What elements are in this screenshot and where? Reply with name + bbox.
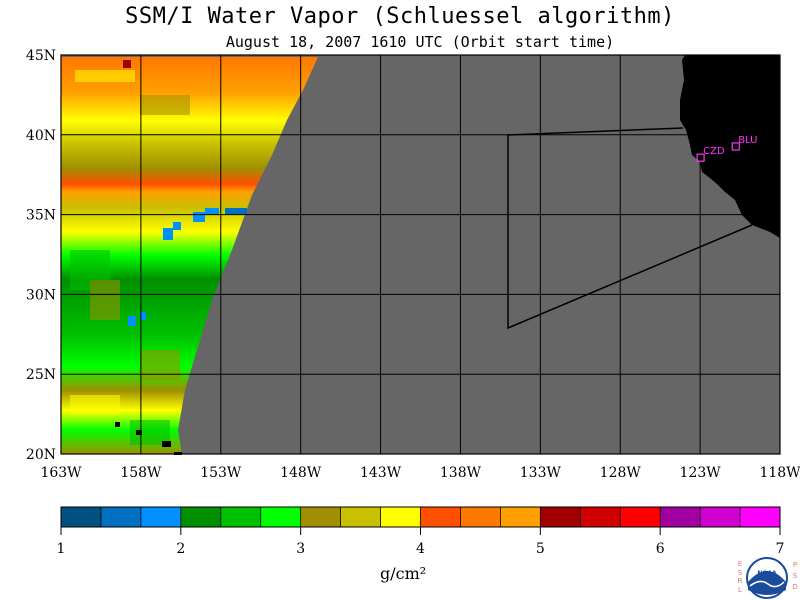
- colorbar-swatch: [380, 507, 421, 527]
- colorbar-swatch: [660, 507, 701, 527]
- lon-label: 148W: [280, 465, 322, 481]
- lon-label: 123W: [680, 465, 722, 481]
- colorbar-units: g/cm²: [380, 564, 427, 583]
- colorbar-swatch: [300, 507, 341, 527]
- colorbar-swatch: [340, 507, 381, 527]
- noaa-logo: NOAA: [746, 557, 788, 599]
- lat-label: 40N: [26, 128, 56, 144]
- colorbar-tick-label: 6: [656, 541, 665, 557]
- lat-label: 25N: [26, 367, 56, 383]
- lon-label: 158W: [120, 465, 162, 481]
- colorbar-swatch: [620, 507, 661, 527]
- lat-label: 30N: [26, 287, 56, 303]
- lon-label: 133W: [520, 465, 562, 481]
- domain-outline-top: [507, 127, 684, 136]
- colorbar-swatch: [260, 507, 301, 527]
- colorbar-swatch: [580, 507, 621, 527]
- north-america-land: [680, 55, 780, 238]
- station-marker: [731, 142, 740, 151]
- lat-label: 20N: [26, 447, 56, 463]
- lat-label: 35N: [26, 208, 56, 224]
- colorbar-tick-label: 2: [176, 541, 185, 557]
- lon-label: 118W: [759, 465, 800, 481]
- colorbar-tick-label: 7: [776, 541, 785, 557]
- colorbar: [60, 506, 781, 528]
- colorbar-swatch: [140, 507, 181, 527]
- lon-label: 163W: [40, 465, 82, 481]
- svg-text:NOAA: NOAA: [757, 570, 777, 577]
- domain-outline: [507, 135, 753, 330]
- colorbar-swatch: [740, 507, 780, 527]
- colorbar-swatch: [420, 507, 461, 527]
- longitude-labels: 163W 158W 153W 148W 143W 138W 133W 128W 123W 118W: [40, 465, 800, 481]
- colorbar-tick-label: 1: [57, 541, 66, 557]
- colorbar-swatch: [100, 507, 141, 527]
- latitude-labels: 45N 40N 35N 30N 25N 20N: [26, 48, 56, 463]
- colorbar-tick-label: 5: [536, 541, 545, 557]
- colorbar-swatch: [61, 507, 101, 527]
- lon-label: 153W: [200, 465, 242, 481]
- station-label: BLU: [738, 135, 757, 146]
- map-border: [60, 54, 781, 455]
- colorbar-swatch: [220, 507, 261, 527]
- colorbar-swatch: [460, 507, 501, 527]
- lon-label: 138W: [440, 465, 482, 481]
- map-title: SSM/I Water Vapor (Schluessel algorithm): [125, 4, 675, 29]
- colorbar-swatch: [540, 507, 581, 527]
- colorbar-tick-labels: 1 2 3 4 5 6 7: [57, 527, 785, 557]
- colorbar-swatch: [700, 507, 741, 527]
- station-marker: [696, 153, 705, 162]
- map-subtitle: August 18, 2007 1610 UTC (Orbit start ti…: [225, 33, 615, 51]
- lat-label: 45N: [26, 48, 56, 64]
- swath-texture: [70, 70, 190, 445]
- lon-label: 143W: [360, 465, 402, 481]
- colorbar-tick-label: 3: [296, 541, 305, 557]
- satellite-swath-data: [61, 57, 318, 454]
- lat-lon-grid: [61, 55, 780, 454]
- station-label: CZD: [703, 146, 725, 157]
- lon-label: 128W: [600, 465, 642, 481]
- colorbar-tick-label: 4: [416, 541, 425, 557]
- colorbar-swatch: [180, 507, 221, 527]
- low-vapor-patches: [123, 60, 247, 326]
- station-markers: CZD BLU: [696, 135, 758, 162]
- colorbar-swatch: [500, 507, 541, 527]
